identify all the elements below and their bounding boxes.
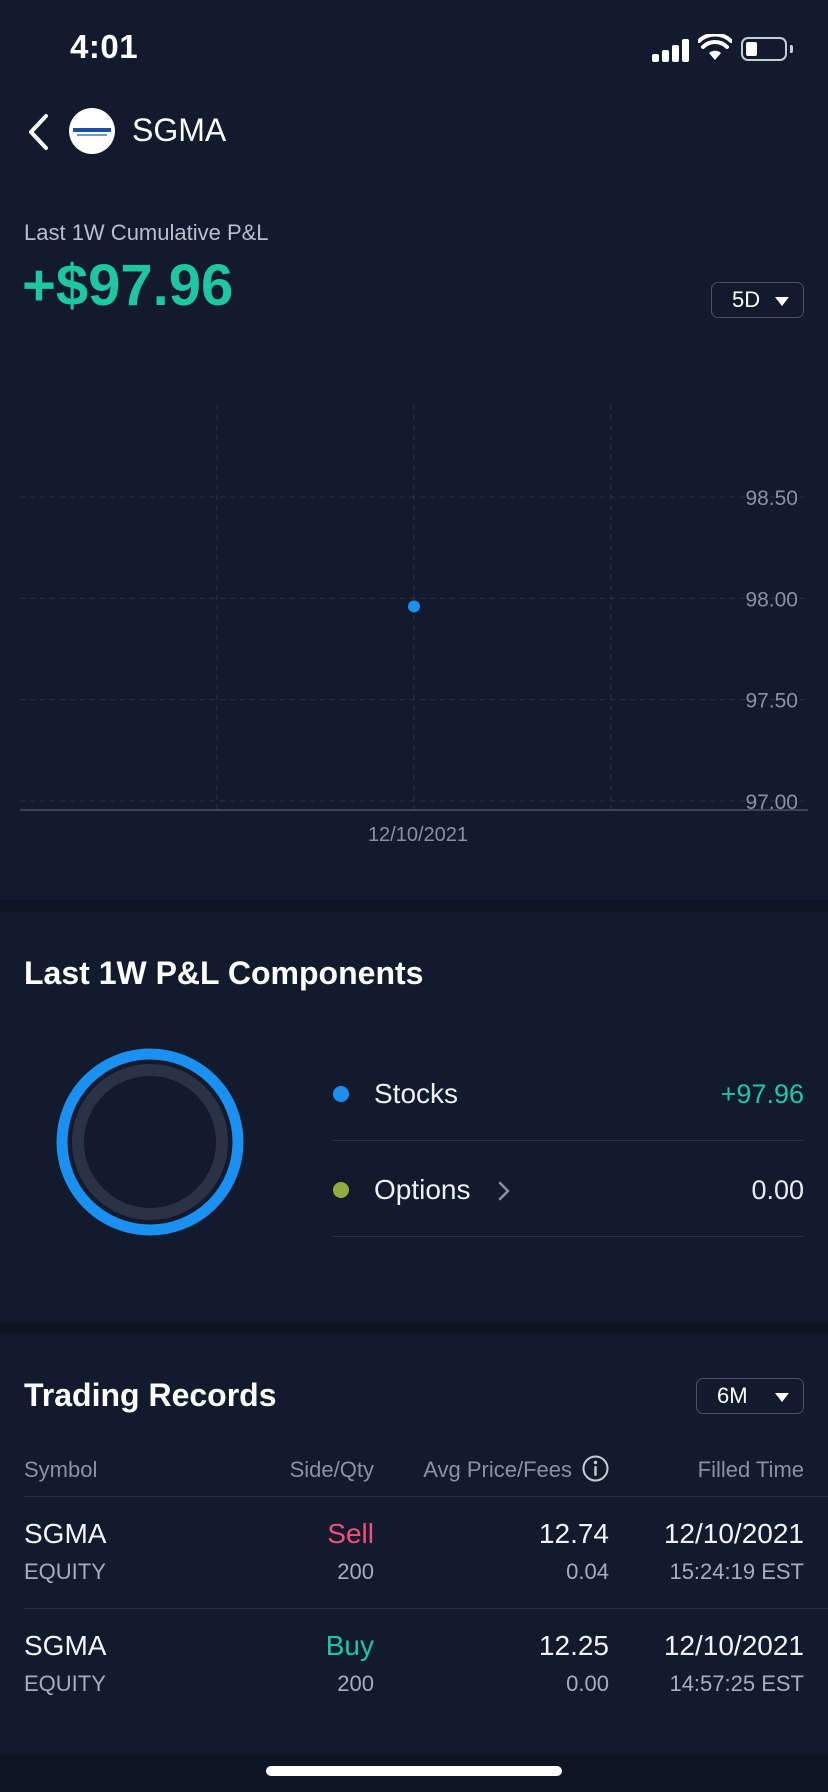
options-legend-dot[interactable] [333,1182,349,1198]
y-tick-label: 97.00 [745,791,798,814]
trading-panel [0,1334,828,1754]
pl-donut-chart [56,1048,244,1236]
row-time: 14:57:25 EST [669,1671,804,1696]
pl-chart: 98.50 98.00 97.50 97.00 [20,405,808,814]
row-qty: 200 [337,1559,374,1584]
company-logo [69,108,115,154]
stocks-legend-dot [333,1086,349,1102]
components-panel [0,912,828,1322]
y-tick-label: 97.50 [745,690,798,713]
col-filled-time: Filled Time [697,1457,804,1482]
row-price: 12.74 [538,1518,609,1549]
cumulative-pl-caption: Last 1W Cumulative P&L [24,220,269,245]
options-label[interactable]: Options [374,1174,471,1205]
ticker-title: SGMA [132,112,227,148]
divider [333,1140,804,1141]
home-indicator[interactable] [266,1766,562,1776]
row-side: Sell [327,1518,374,1549]
row-date: 12/10/2021 [663,1518,804,1549]
options-value: 0.00 [751,1175,804,1205]
info-icon[interactable] [581,1454,610,1483]
records-range-dropdown[interactable]: 6M [696,1378,804,1414]
row-type: EQUITY [24,1671,106,1696]
row-side: Buy [325,1630,374,1661]
divider [24,1608,828,1609]
x-tick-label: 12/10/2021 [367,824,469,846]
chart-range-label: 5D [732,287,761,312]
back-arrow-icon[interactable] [24,112,54,152]
row-symbol: SGMA [24,1630,107,1661]
stocks-label: Stocks [374,1078,459,1109]
row-qty: 200 [337,1671,374,1696]
y-tick-label: 98.00 [745,588,798,611]
row-fees: 0.00 [566,1671,609,1696]
row-type: EQUITY [24,1559,106,1584]
chevron-down-icon [775,297,789,306]
row-date: 12/10/2021 [663,1630,804,1661]
col-price-fees: Avg Price/Fees [423,1457,572,1482]
col-side-qty: Side/Qty [289,1457,374,1482]
cellular-signal-icon [652,38,690,62]
cumulative-pl-value: +$97.96 [22,253,234,318]
wifi-icon [698,34,732,60]
row-price: 12.25 [538,1630,609,1661]
status-time: 4:01 [70,28,139,65]
divider [24,1496,828,1497]
components-title: Last 1W P&L Components [24,955,424,991]
records-range-label: 6M [717,1383,748,1408]
battery-icon [741,37,787,61]
row-fees: 0.04 [566,1559,609,1584]
y-tick-label: 98.50 [745,487,798,510]
chevron-right-icon[interactable] [496,1179,512,1203]
chevron-down-icon [775,1393,789,1402]
trading-records-title: Trading Records [24,1377,277,1413]
row-time: 15:24:19 EST [669,1559,804,1584]
battery-tip [790,45,793,53]
col-symbol: Symbol [24,1457,98,1482]
divider [333,1236,804,1237]
stocks-value: +97.96 [720,1079,804,1109]
data-point[interactable] [408,600,420,613]
chart-range-dropdown[interactable]: 5D [711,282,804,318]
row-symbol: SGMA [24,1518,107,1549]
